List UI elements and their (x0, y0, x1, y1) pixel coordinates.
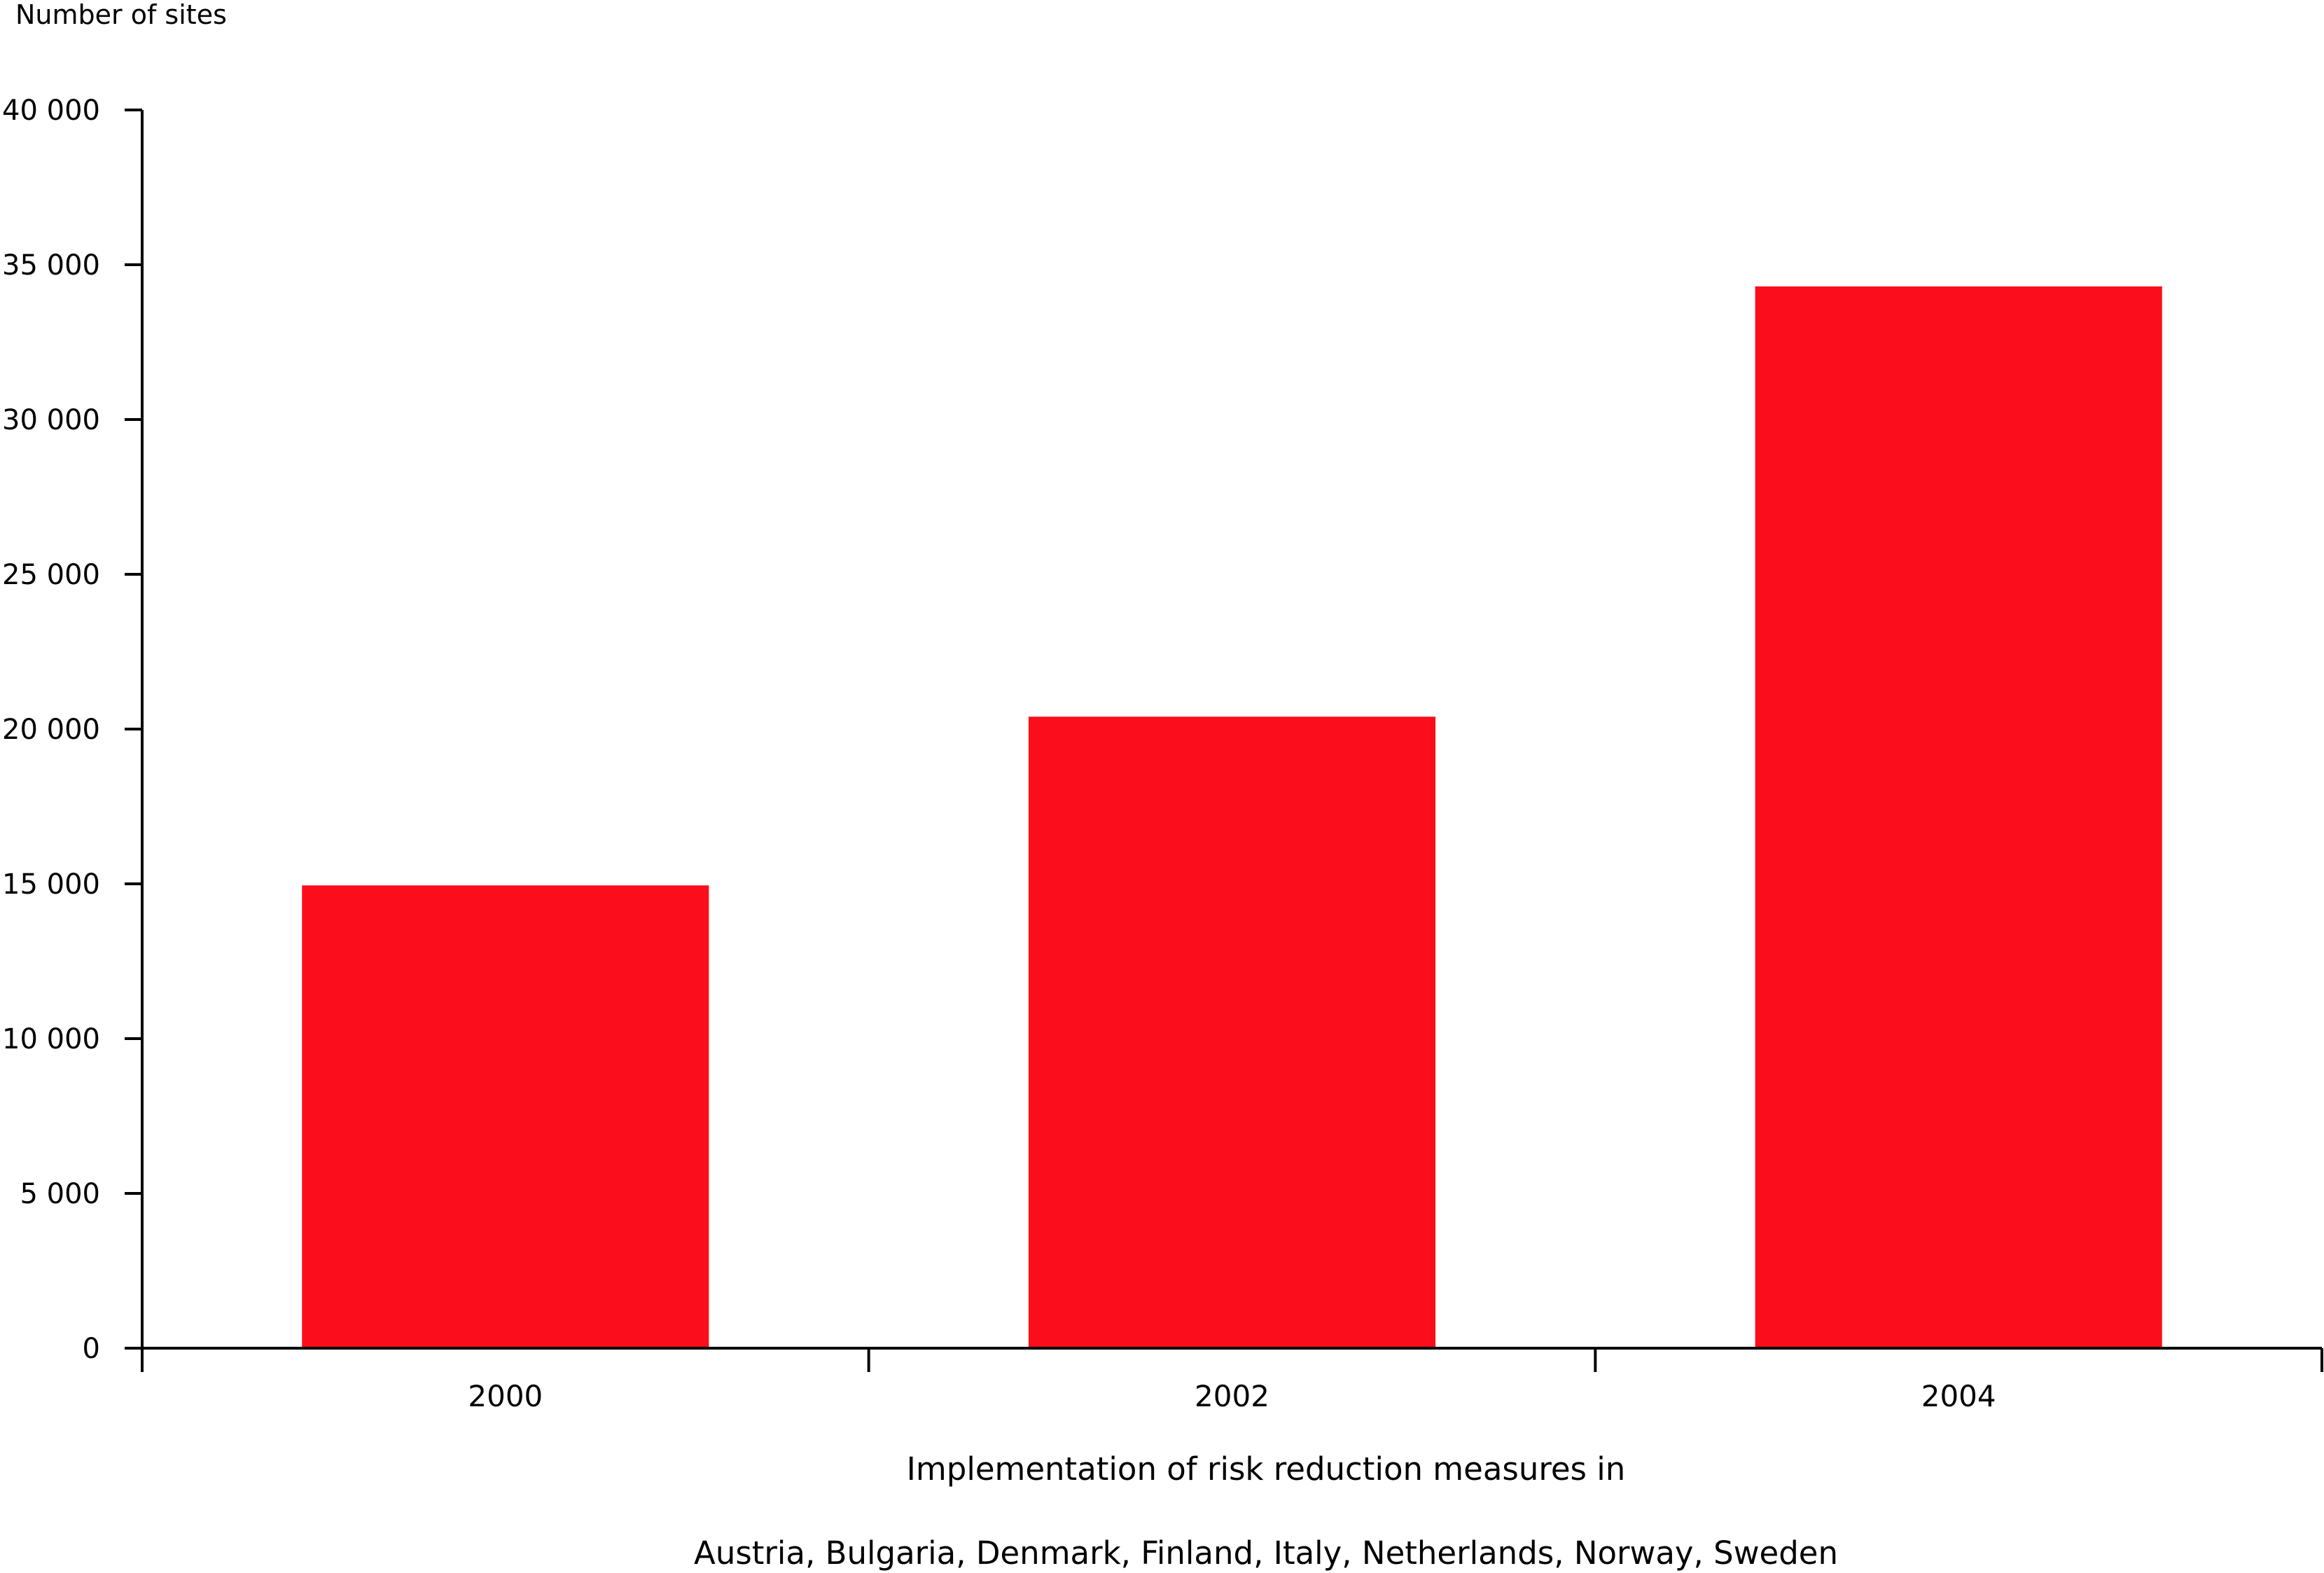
x-axis-title-line-1: Implementation of risk reduction measure… (907, 1450, 1626, 1488)
x-tick-label: 2002 (1195, 1379, 1269, 1413)
bar-2004 (1755, 286, 2162, 1349)
y-tick-label: 30 000 (2, 404, 100, 436)
x-tick-label: 2004 (1921, 1379, 1996, 1413)
y-axis-ticks: 0 5 000 10 000 15 000 20 000 25 000 30 000 35 0… (2, 95, 142, 1365)
y-tick-label: 20 000 (2, 714, 100, 746)
x-axis-title-line-2: Austria, Bulgaria, Denmark, Finland, Ita… (694, 1534, 1838, 1572)
bar-2002 (1028, 716, 1436, 1348)
y-tick-label: 40 000 (2, 95, 100, 127)
y-tick-label: 5 000 (20, 1178, 100, 1210)
y-axis-title: Number of sites (15, 0, 227, 30)
bar-2000 (302, 885, 709, 1348)
y-tick-label: 35 000 (2, 249, 100, 282)
bars (302, 286, 2162, 1349)
y-tick-label: 10 000 (2, 1023, 100, 1055)
x-axis-ticks: 2000 2002 2004 (141, 1348, 2323, 1413)
y-tick-label: 15 000 (2, 868, 100, 901)
y-tick-label: 25 000 (2, 559, 100, 591)
y-tick-label: 0 (83, 1333, 100, 1365)
x-tick-label: 2000 (468, 1379, 543, 1413)
